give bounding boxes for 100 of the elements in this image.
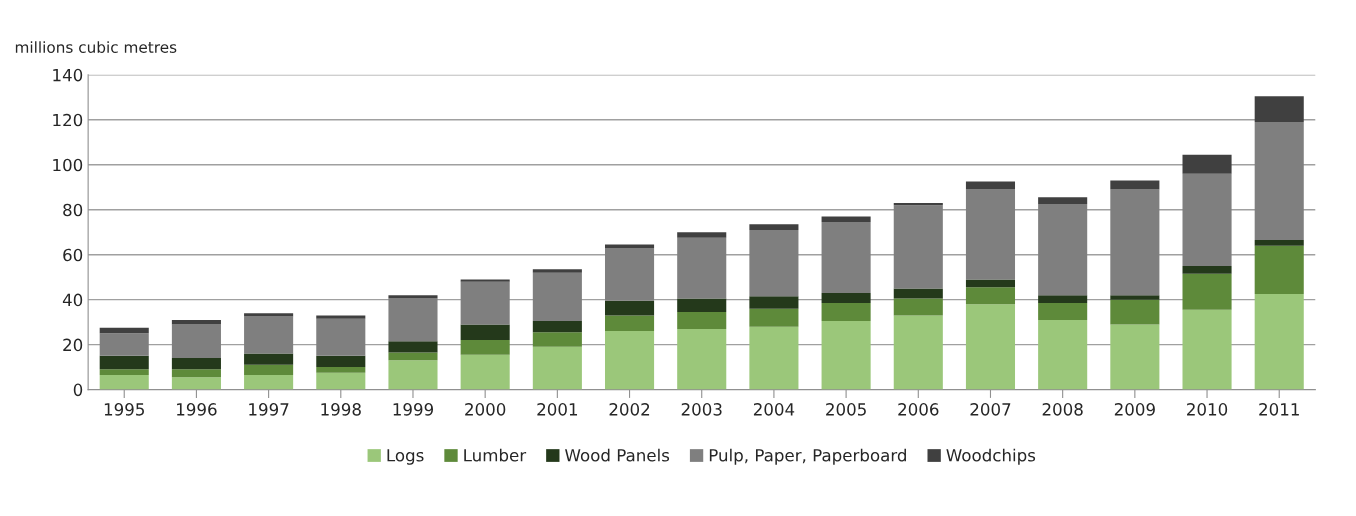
x-tick-label: 1995 xyxy=(104,403,144,416)
bar xyxy=(244,374,294,390)
bar xyxy=(1254,240,1304,246)
bar xyxy=(677,298,727,313)
x-tick-label: 1997 xyxy=(249,403,289,416)
bar xyxy=(1254,245,1304,295)
bar xyxy=(388,341,438,353)
x-tick-label: 2011 xyxy=(1259,403,1299,416)
legend-label: Woodchips xyxy=(946,448,1036,465)
legend-label: Pulp, Paper, Paperboard xyxy=(709,448,906,465)
bar xyxy=(605,315,655,332)
bar xyxy=(677,232,727,238)
x-tick-label: 2001 xyxy=(537,403,578,416)
bar xyxy=(965,189,1016,280)
bar xyxy=(316,367,366,373)
bar xyxy=(316,372,366,390)
x-tick-label: 2000 xyxy=(465,403,506,416)
bar xyxy=(1110,189,1160,296)
bar xyxy=(316,318,366,356)
bar xyxy=(1182,173,1232,266)
bar xyxy=(1182,309,1232,390)
bar xyxy=(244,316,294,354)
bar xyxy=(749,308,799,327)
bar xyxy=(749,296,799,309)
bar xyxy=(821,292,871,304)
bar xyxy=(316,315,366,319)
bar xyxy=(244,313,294,317)
bar xyxy=(388,298,438,342)
bar xyxy=(244,353,294,365)
legend-label: Logs xyxy=(387,449,424,465)
bar xyxy=(388,352,438,361)
x-tick-label: 2008 xyxy=(1042,403,1083,416)
bar xyxy=(1038,295,1088,304)
y-tick-label: 40 xyxy=(62,293,83,307)
bar xyxy=(749,224,799,230)
x-tick-label: 2010 xyxy=(1187,403,1228,416)
bar xyxy=(532,346,582,390)
bar xyxy=(965,279,1016,288)
bar xyxy=(821,303,871,322)
y-tick-label: 100 xyxy=(53,158,83,172)
bar xyxy=(1110,299,1160,325)
bar xyxy=(532,269,582,273)
bar xyxy=(749,229,799,297)
bar xyxy=(171,369,221,378)
bar xyxy=(532,321,582,333)
bar xyxy=(893,205,943,289)
bar xyxy=(1110,180,1160,190)
bar xyxy=(605,300,655,316)
y-tick-label: 0 xyxy=(73,383,83,397)
bar xyxy=(821,321,871,390)
y-tick-label: 140 xyxy=(53,68,83,82)
bar xyxy=(965,287,1016,305)
x-tick-label: 1996 xyxy=(177,403,217,416)
x-tick-label: 2004 xyxy=(753,403,795,416)
bar xyxy=(460,279,510,282)
bar xyxy=(99,374,149,390)
bar xyxy=(532,332,582,347)
bar xyxy=(893,288,943,299)
bar xyxy=(532,272,582,322)
bar xyxy=(677,312,727,329)
y-tick-label: 60 xyxy=(63,248,83,262)
bar xyxy=(893,315,943,390)
y-axis-title: millions cubic metres xyxy=(15,41,177,53)
bar xyxy=(460,354,510,390)
bar xyxy=(821,222,871,293)
bar xyxy=(171,324,221,359)
bar xyxy=(1254,294,1304,390)
bar xyxy=(99,369,149,375)
bar xyxy=(316,355,366,368)
y-tick-label: 20 xyxy=(63,338,83,352)
x-tick-label: 2006 xyxy=(898,403,939,416)
bar xyxy=(388,295,438,299)
bar xyxy=(1182,265,1232,274)
bar xyxy=(1110,295,1160,300)
bar xyxy=(1254,122,1304,241)
bar xyxy=(1038,303,1088,320)
x-tick-label: 2009 xyxy=(1114,403,1155,416)
x-tick-label: 2007 xyxy=(970,403,1011,416)
bar xyxy=(1182,273,1232,310)
bar xyxy=(1182,154,1232,174)
y-tick-label: 120 xyxy=(53,113,83,127)
x-tick-label: 2005 xyxy=(826,403,866,416)
bar xyxy=(1038,319,1088,390)
bar xyxy=(605,247,655,301)
bar xyxy=(460,324,510,341)
x-tick-label: 2003 xyxy=(681,403,722,416)
bar xyxy=(1110,324,1160,390)
legend-label: Wood Panels xyxy=(565,448,670,462)
x-tick-label: 1999 xyxy=(393,403,434,416)
legend-label: Lumber xyxy=(464,448,527,462)
bar xyxy=(821,216,871,223)
bar xyxy=(171,377,221,390)
bar xyxy=(1038,204,1088,296)
bar xyxy=(171,358,221,370)
bar xyxy=(460,340,510,355)
bar xyxy=(99,333,149,356)
bar xyxy=(1038,197,1088,205)
x-tick-label: 1998 xyxy=(321,403,361,416)
y-tick-label: 80 xyxy=(63,203,83,217)
bar xyxy=(460,281,510,325)
